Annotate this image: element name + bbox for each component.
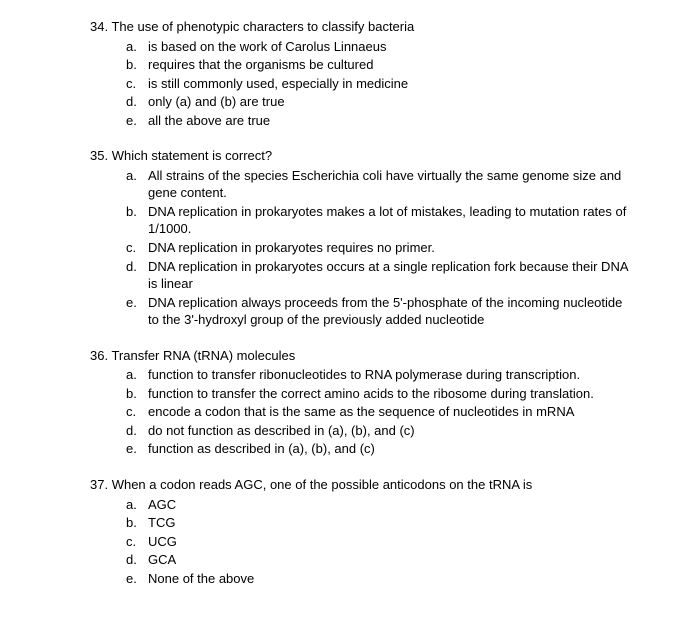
option-text: function to transfer ribonucleotides to … <box>148 366 630 384</box>
option-text: function as described in (a), (b), and (… <box>148 440 630 458</box>
question-stem: When a codon reads AGC, one of the possi… <box>112 477 533 492</box>
option-a: a.AGC <box>126 496 630 514</box>
option-b: b.requires that the organisms be culture… <box>126 56 630 74</box>
options-list: a.AGC b.TCG c.UCG d.GCA e.None of the ab… <box>90 496 630 588</box>
question-text: 35. Which statement is correct? <box>90 147 630 165</box>
option-text: DNA replication in prokaryotes occurs at… <box>148 258 630 293</box>
question-stem: Which statement is correct? <box>112 148 272 163</box>
option-letter: d. <box>126 258 148 293</box>
question-35: 35. Which statement is correct? a.All st… <box>90 147 630 328</box>
option-text: DNA replication in prokaryotes makes a l… <box>148 203 630 238</box>
question-text: 37. When a codon reads AGC, one of the p… <box>90 476 630 494</box>
option-text: TCG <box>148 514 630 532</box>
option-d: d.GCA <box>126 551 630 569</box>
option-a: a.is based on the work of Carolus Linnae… <box>126 38 630 56</box>
option-b: b.TCG <box>126 514 630 532</box>
option-letter: a. <box>126 496 148 514</box>
question-37: 37. When a codon reads AGC, one of the p… <box>90 476 630 587</box>
question-36: 36. Transfer RNA (tRNA) molecules a.func… <box>90 347 630 458</box>
option-text: is based on the work of Carolus Linnaeus <box>148 38 630 56</box>
option-e: e.None of the above <box>126 570 630 588</box>
option-text: function to transfer the correct amino a… <box>148 385 630 403</box>
question-number: 36. <box>90 348 108 363</box>
question-number: 34. <box>90 19 108 34</box>
question-number: 37. <box>90 477 108 492</box>
option-letter: d. <box>126 93 148 111</box>
exam-page: 34. The use of phenotypic characters to … <box>0 0 700 625</box>
option-text: UCG <box>148 533 630 551</box>
option-text: requires that the organisms be cultured <box>148 56 630 74</box>
option-letter: d. <box>126 551 148 569</box>
option-letter: b. <box>126 514 148 532</box>
option-text: all the above are true <box>148 112 630 130</box>
option-text: only (a) and (b) are true <box>148 93 630 111</box>
option-letter: e. <box>126 112 148 130</box>
option-letter: c. <box>126 403 148 421</box>
option-letter: e. <box>126 570 148 588</box>
option-letter: b. <box>126 385 148 403</box>
option-letter: c. <box>126 239 148 257</box>
option-letter: e. <box>126 294 148 329</box>
question-text: 36. Transfer RNA (tRNA) molecules <box>90 347 630 365</box>
option-text: AGC <box>148 496 630 514</box>
option-c: c.encode a codon that is the same as the… <box>126 403 630 421</box>
option-b: b.function to transfer the correct amino… <box>126 385 630 403</box>
question-number: 35. <box>90 148 108 163</box>
question-text: 34. The use of phenotypic characters to … <box>90 18 630 36</box>
options-list: a.is based on the work of Carolus Linnae… <box>90 38 630 130</box>
option-letter: a. <box>126 38 148 56</box>
option-text: DNA replication always proceeds from the… <box>148 294 630 329</box>
option-letter: c. <box>126 75 148 93</box>
option-letter: d. <box>126 422 148 440</box>
option-c: c.DNA replication in prokaryotes require… <box>126 239 630 257</box>
option-e: e.all the above are true <box>126 112 630 130</box>
option-letter: a. <box>126 167 148 202</box>
option-b: b.DNA replication in prokaryotes makes a… <box>126 203 630 238</box>
option-text: DNA replication in prokaryotes requires … <box>148 239 630 257</box>
option-a: a.function to transfer ribonucleotides t… <box>126 366 630 384</box>
option-d: d.DNA replication in prokaryotes occurs … <box>126 258 630 293</box>
option-text: None of the above <box>148 570 630 588</box>
question-stem: The use of phenotypic characters to clas… <box>111 19 414 34</box>
question-34: 34. The use of phenotypic characters to … <box>90 18 630 129</box>
option-c: c.is still commonly used, especially in … <box>126 75 630 93</box>
option-d: d.do not function as described in (a), (… <box>126 422 630 440</box>
option-text: GCA <box>148 551 630 569</box>
option-e: e.DNA replication always proceeds from t… <box>126 294 630 329</box>
option-text: is still commonly used, especially in me… <box>148 75 630 93</box>
option-letter: a. <box>126 366 148 384</box>
option-a: a.All strains of the species Escherichia… <box>126 167 630 202</box>
option-letter: c. <box>126 533 148 551</box>
option-e: e.function as described in (a), (b), and… <box>126 440 630 458</box>
option-letter: e. <box>126 440 148 458</box>
option-letter: b. <box>126 203 148 238</box>
option-letter: b. <box>126 56 148 74</box>
option-text: encode a codon that is the same as the s… <box>148 403 630 421</box>
option-text: do not function as described in (a), (b)… <box>148 422 630 440</box>
option-text: All strains of the species Escherichia c… <box>148 167 630 202</box>
options-list: a.All strains of the species Escherichia… <box>90 167 630 329</box>
option-c: c.UCG <box>126 533 630 551</box>
question-stem: Transfer RNA (tRNA) molecules <box>111 348 295 363</box>
option-d: d.only (a) and (b) are true <box>126 93 630 111</box>
options-list: a.function to transfer ribonucleotides t… <box>90 366 630 458</box>
